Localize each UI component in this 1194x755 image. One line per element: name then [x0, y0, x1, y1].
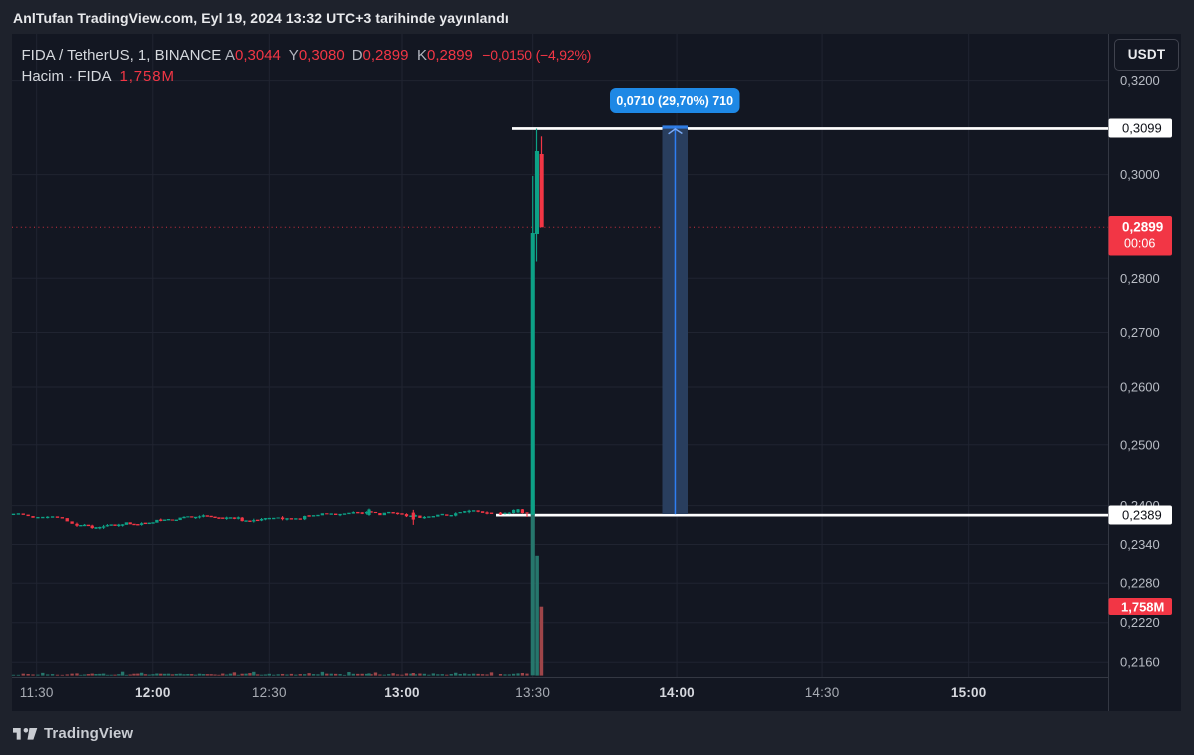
svg-text:13:00: 13:00 — [384, 685, 420, 700]
svg-text:0,2500: 0,2500 — [1120, 437, 1160, 452]
svg-text:00:06: 00:06 — [1124, 237, 1155, 251]
svg-text:0,3200: 0,3200 — [1120, 73, 1160, 88]
svg-text:0,3099: 0,3099 — [1122, 121, 1162, 136]
svg-text:0,2800: 0,2800 — [1120, 271, 1160, 286]
svg-text:14:30: 14:30 — [805, 685, 840, 700]
svg-text:13:30: 13:30 — [515, 685, 550, 700]
svg-text:0,2899: 0,2899 — [1122, 220, 1163, 235]
svg-text:0,2220: 0,2220 — [1120, 615, 1160, 630]
svg-text:14:00: 14:00 — [659, 685, 695, 700]
svg-text:1,758M: 1,758M — [1121, 600, 1164, 615]
svg-text:15:00: 15:00 — [951, 685, 987, 700]
svg-text:0,2700: 0,2700 — [1120, 325, 1160, 340]
svg-text:11:30: 11:30 — [20, 685, 54, 700]
svg-text:0,0710 (29,70%) 710: 0,0710 (29,70%) 710 — [616, 94, 733, 108]
svg-text:12:00: 12:00 — [135, 685, 171, 700]
svg-text:0,3000: 0,3000 — [1120, 167, 1160, 182]
svg-text:0,2160: 0,2160 — [1120, 655, 1160, 670]
svg-text:0,2340: 0,2340 — [1120, 537, 1160, 552]
svg-text:0,2600: 0,2600 — [1120, 380, 1160, 395]
svg-text:0,2389: 0,2389 — [1122, 508, 1162, 523]
svg-text:12:30: 12:30 — [252, 685, 287, 700]
svg-text:0,2280: 0,2280 — [1120, 576, 1160, 591]
